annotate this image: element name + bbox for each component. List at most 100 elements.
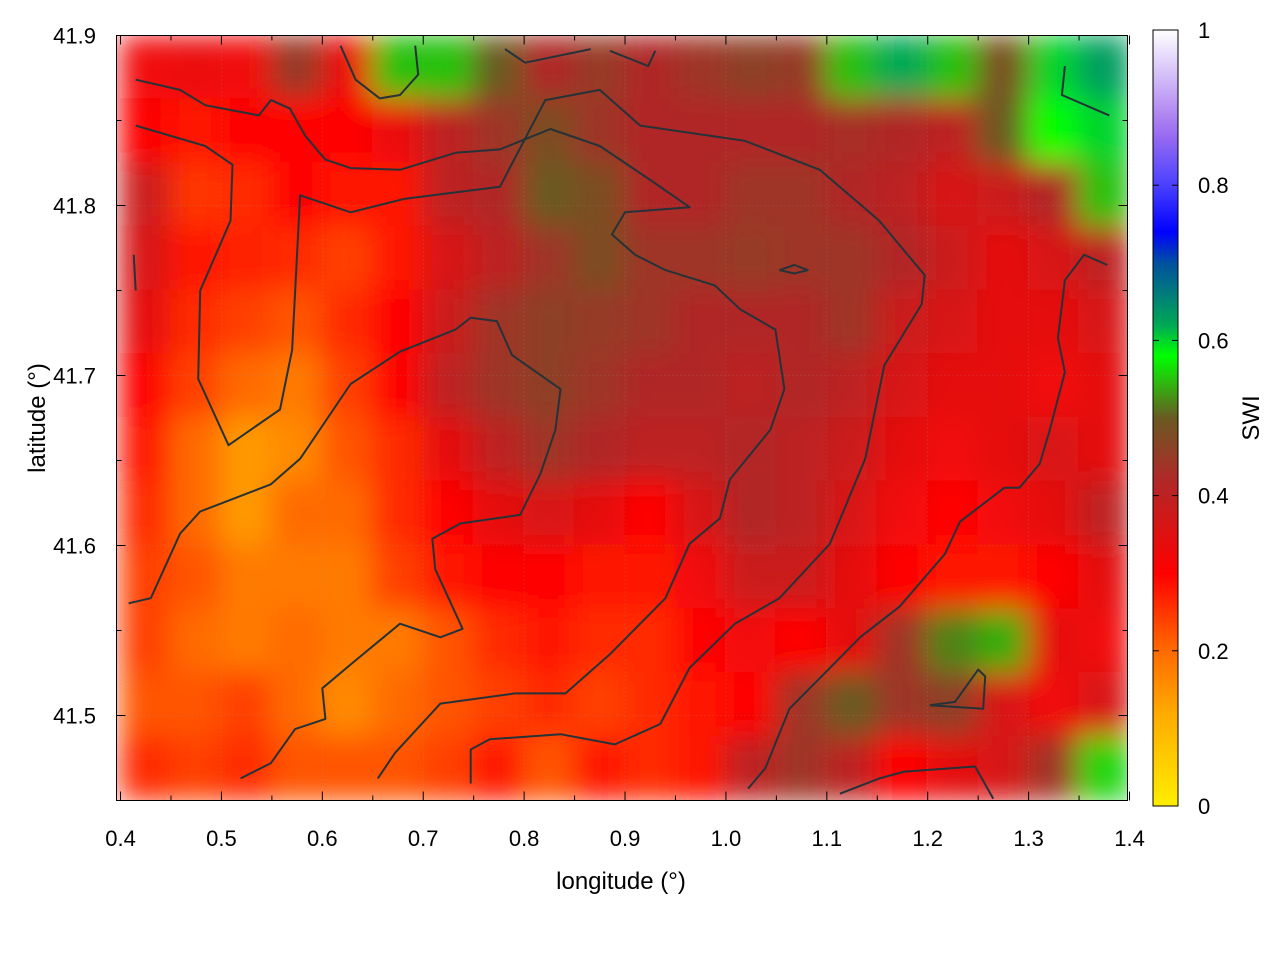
- heatmap-cell: [724, 353, 778, 419]
- heatmap-cell: [624, 735, 677, 800]
- heatmap-cell: [926, 289, 980, 356]
- colorbar-tick-label: 0.4: [1198, 484, 1229, 509]
- heatmap-cell: [1027, 98, 1081, 164]
- heatmap-cell: [724, 544, 778, 611]
- x-tick-label: 1.1: [812, 826, 843, 851]
- heatmap-cell: [573, 162, 627, 228]
- heatmap-cell: [573, 98, 627, 164]
- heatmap-cell: [573, 225, 627, 292]
- heatmap-cell: [371, 225, 425, 292]
- heatmap-cell: [422, 353, 475, 419]
- heatmap-cell: [926, 544, 980, 611]
- heatmap-cell: [220, 672, 273, 738]
- heatmap-cell: [220, 544, 273, 611]
- heatmap-cell: [119, 480, 172, 547]
- x-tick-label: 0.7: [408, 826, 439, 851]
- heatmap-cell: [472, 480, 526, 547]
- heatmap-cell: [472, 544, 526, 611]
- heatmap-cell: [422, 225, 475, 292]
- heatmap-cell: [472, 162, 526, 228]
- heatmap-cell: [876, 672, 929, 738]
- heatmap-cell: [876, 289, 929, 356]
- heatmap-cell: [523, 672, 576, 738]
- contour-line: [135, 88, 926, 784]
- y-tick-label: 41.8: [53, 194, 96, 219]
- heatmap-cell: [169, 735, 223, 800]
- heatmap-cell: [825, 162, 879, 228]
- heatmap-cell: [1027, 36, 1081, 101]
- heatmap-cell: [422, 480, 475, 547]
- heatmap-cell: [1078, 672, 1127, 738]
- heatmap-cell: [825, 417, 879, 483]
- heatmap-cell: [371, 735, 425, 800]
- heatmap-cell: [220, 480, 273, 547]
- heatmap-cell: [119, 672, 172, 738]
- heatmap-cell: [523, 98, 576, 164]
- y-axis-label: latitude (°): [24, 363, 51, 473]
- heatmap-cell: [876, 36, 929, 101]
- heatmap-cell: [270, 98, 324, 164]
- heatmap-cell: [1027, 480, 1081, 547]
- heatmap-cell: [119, 162, 172, 228]
- heatmap-cell: [321, 98, 374, 164]
- heatmap-cell: [169, 672, 223, 738]
- heatmap-cell: [472, 353, 526, 419]
- heatmap-cell: [926, 608, 980, 674]
- heatmap-cell: [119, 353, 172, 419]
- heatmap-cell: [472, 289, 526, 356]
- heatmap-cell: [775, 36, 828, 101]
- heatmap-cell: [472, 672, 526, 738]
- heatmap-cell: [523, 544, 576, 611]
- contour-line: [504, 48, 591, 64]
- heatmap-cell: [220, 225, 273, 292]
- contour-line: [609, 49, 657, 68]
- heatmap-cell: [523, 480, 576, 547]
- colorbar-tick-label: 1: [1198, 18, 1210, 43]
- heatmap-cell: [573, 417, 627, 483]
- axis-ticks: 0.4 0.5 0.6 0.7 0.8 0.9 1.0 1.1 1.2 1.3 1.4 41.5 41.…: [53, 24, 1145, 852]
- y-tick-label: 41.7: [53, 364, 96, 389]
- heatmap-cell: [624, 225, 677, 292]
- heatmap-cell: [1078, 36, 1127, 101]
- heatmap-cell: [977, 480, 1030, 547]
- heatmap-cell: [270, 735, 324, 800]
- heatmap-cell: [422, 608, 475, 674]
- heatmap-cell: [876, 735, 929, 800]
- heatmap-cell: [977, 672, 1030, 738]
- heatmap-cell: [422, 544, 475, 611]
- contour-line: [1060, 65, 1110, 117]
- heatmap-cell: [321, 735, 374, 800]
- contour-lines: [128, 45, 1110, 800]
- x-tick-label: 0.8: [509, 826, 540, 851]
- heatmap-cell: [1078, 544, 1127, 611]
- heatmap-cell: [523, 36, 576, 101]
- heatmap-cell: [1078, 480, 1127, 547]
- heatmap-cell: [523, 608, 576, 674]
- heatmap-cell: [220, 417, 273, 483]
- heatmap-cell: [977, 735, 1030, 800]
- heatmap-cell: [724, 36, 778, 101]
- heatmap-cell: [724, 225, 778, 292]
- heatmap-cell: [422, 98, 475, 164]
- heatmap-cell: [876, 544, 929, 611]
- heatmap-cell: [1027, 735, 1081, 800]
- heatmap-cell: [977, 544, 1030, 611]
- heatmap-cell: [371, 417, 425, 483]
- heatmap-cell: [371, 672, 425, 738]
- heatmap-cell: [977, 353, 1030, 419]
- colorbar-tick-label: 0.6: [1198, 328, 1229, 353]
- heatmap-cell: [1078, 735, 1127, 800]
- colorbar-tick-label: 0: [1198, 794, 1210, 819]
- heatmap-cell: [1027, 353, 1081, 419]
- heatmap-cell: [573, 289, 627, 356]
- heatmap-cell: [169, 162, 223, 228]
- heatmap-cell: [926, 36, 980, 101]
- heatmap-cell: [624, 162, 677, 228]
- heatmap-cell: [674, 162, 727, 228]
- heatmap-cell: [724, 98, 778, 164]
- heatmap-cell: [321, 353, 374, 419]
- heatmap-cell: [573, 480, 627, 547]
- heatmap-cell: [825, 98, 879, 164]
- heatmap-cell: [624, 672, 677, 738]
- heatmap-cell: [674, 672, 727, 738]
